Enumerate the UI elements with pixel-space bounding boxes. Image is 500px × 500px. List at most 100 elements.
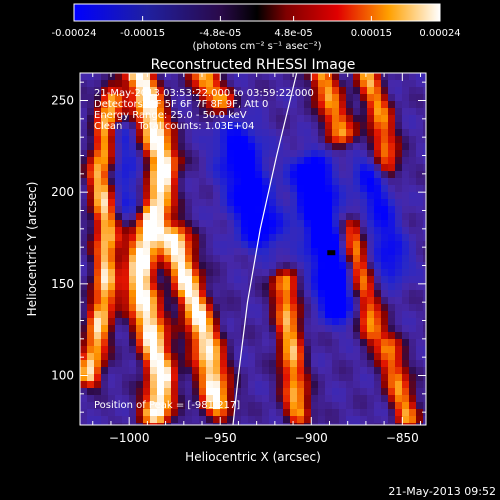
heatmap-cell [248, 388, 256, 396]
heatmap-cell [241, 101, 249, 109]
heatmap-cell [192, 409, 200, 417]
heatmap-cell [108, 108, 116, 116]
heatmap-cell [290, 388, 298, 396]
heatmap-cell [297, 416, 305, 424]
heatmap-cell [339, 409, 347, 417]
heatmap-cell [150, 423, 158, 425]
heatmap-cell [304, 94, 312, 102]
heatmap-cell [395, 143, 403, 151]
heatmap-cell [346, 206, 354, 214]
heatmap-cell [276, 332, 284, 340]
heatmap-cell [122, 283, 130, 291]
heatmap-cell [157, 115, 165, 123]
heatmap-cell [304, 283, 312, 291]
heatmap-cell [122, 87, 130, 95]
heatmap-cell [304, 416, 312, 424]
heatmap-cell [374, 255, 382, 263]
heatmap-cell [115, 164, 123, 172]
heatmap-cell [94, 87, 102, 95]
heatmap-cell [346, 416, 354, 424]
heatmap-cell [122, 241, 130, 249]
heatmap-cell [129, 199, 137, 207]
heatmap-cell [185, 388, 193, 396]
heatmap-cell [129, 108, 137, 116]
heatmap-cell [157, 388, 165, 396]
heatmap-cell [164, 402, 172, 410]
heatmap-cell [199, 255, 207, 263]
heatmap-cell [262, 395, 270, 403]
heatmap-cell [325, 87, 333, 95]
heatmap-cell [206, 353, 214, 361]
heatmap-cell [171, 164, 179, 172]
heatmap-cell [199, 395, 207, 403]
heatmap-cell [367, 346, 375, 354]
heatmap-cell [178, 423, 186, 425]
heatmap-cell [311, 423, 319, 425]
heatmap-cell [87, 332, 95, 340]
heatmap-cell [318, 185, 326, 193]
heatmap-cell [381, 185, 389, 193]
heatmap-cell [178, 416, 186, 424]
heatmap-cell [388, 220, 396, 228]
heatmap-cell [339, 199, 347, 207]
heatmap-cell [346, 220, 354, 228]
heatmap-cell [311, 220, 319, 228]
heatmap-cell [409, 178, 417, 186]
heatmap-cell [374, 402, 382, 410]
heatmap-cell [171, 129, 179, 137]
heatmap-cell [353, 136, 361, 144]
heatmap-cell [143, 346, 151, 354]
heatmap-cell [157, 416, 165, 424]
heatmap-cell [353, 332, 361, 340]
heatmap-cell [262, 227, 270, 235]
heatmap-cell [80, 395, 88, 403]
heatmap-cell [416, 164, 424, 172]
heatmap-cell [290, 304, 298, 312]
heatmap-cell [94, 276, 102, 284]
heatmap-cell [276, 325, 284, 333]
heatmap-cell [402, 94, 410, 102]
heatmap-cell [199, 283, 207, 291]
heatmap-cell [276, 269, 284, 277]
heatmap-cell [199, 318, 207, 326]
heatmap-cell [185, 115, 193, 123]
heatmap-cell [87, 339, 95, 347]
heatmap-cell [171, 101, 179, 109]
heatmap-cell [290, 157, 298, 165]
heatmap-cell [276, 206, 284, 214]
heatmap-cell [213, 367, 221, 375]
heatmap-cell [129, 402, 137, 410]
heatmap-cell [283, 346, 291, 354]
heatmap-cell [388, 115, 396, 123]
heatmap-cell [311, 367, 319, 375]
heatmap-cell [248, 199, 256, 207]
heatmap-cell [206, 311, 214, 319]
heatmap-cell [150, 73, 158, 81]
heatmap-cell [143, 185, 151, 193]
heatmap-cell [213, 332, 221, 340]
heatmap-cell [423, 374, 426, 382]
heatmap-cell [381, 311, 389, 319]
heatmap-cell [80, 276, 88, 284]
heatmap-cell [94, 234, 102, 242]
heatmap-cell [94, 339, 102, 347]
heatmap-cell [304, 213, 312, 221]
heatmap-cell [164, 122, 172, 130]
heatmap-cell [304, 150, 312, 158]
heatmap-cell [122, 122, 130, 130]
heatmap-cell [381, 409, 389, 417]
heatmap-cell [409, 255, 417, 263]
heatmap-cell [325, 360, 333, 368]
heatmap-cell [143, 367, 151, 375]
heatmap-cell [290, 367, 298, 375]
heatmap-cell [402, 199, 410, 207]
heatmap-cell [108, 157, 116, 165]
heatmap-cell [325, 290, 333, 298]
heatmap-cell [283, 409, 291, 417]
heatmap-cell [325, 157, 333, 165]
heatmap-cell [409, 164, 417, 172]
heatmap-cell [157, 381, 165, 389]
heatmap-cell [192, 220, 200, 228]
heatmap-cell [108, 178, 116, 186]
heatmap-cell [381, 269, 389, 277]
